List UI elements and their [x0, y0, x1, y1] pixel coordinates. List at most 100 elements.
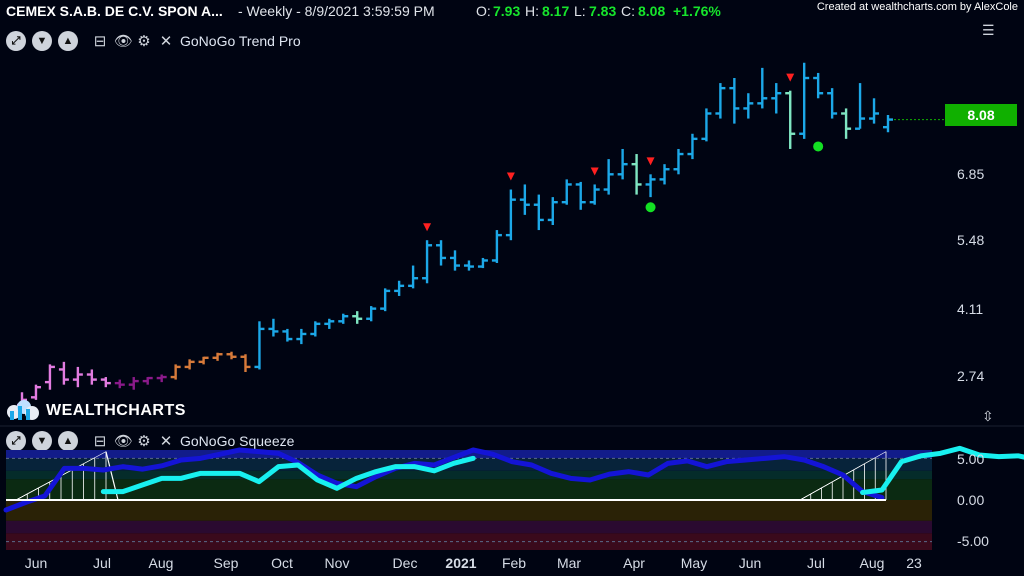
ohlc-bar	[645, 174, 656, 198]
nogo-countertrend-marker	[423, 223, 432, 232]
ohlc-bar	[184, 359, 195, 370]
ohlc-bar	[533, 194, 544, 231]
nogo-countertrend-marker	[646, 157, 655, 166]
ohlc-bar	[254, 321, 265, 370]
y-tick-label: 5.48	[957, 232, 985, 248]
move-down-icon[interactable]: ▼	[32, 31, 52, 51]
trend-indicator-name: GoNoGo Trend Pro	[180, 33, 301, 49]
ohlc-bar	[547, 197, 558, 225]
interval-label: - Weekly - 8/9/2021 3:59:59 PM	[238, 3, 435, 19]
ohlc-bar	[631, 154, 642, 195]
ohlc-bar	[617, 148, 628, 180]
ohlc-bar	[575, 181, 586, 210]
trend-indicator-header: ⤢ ▼ ▲ ⊟ 👁 ⚙ ✕ GoNoGo Trend Pro	[6, 31, 301, 51]
collapse-icon[interactable]: ⊟	[93, 433, 107, 450]
nogo-countertrend-marker	[506, 172, 515, 181]
move-down-icon[interactable]: ▼	[32, 431, 52, 451]
x-tick-label: Jul	[93, 555, 111, 571]
gear-icon[interactable]: ⚙	[137, 433, 151, 450]
x-tick-label: Nov	[324, 555, 350, 571]
ohlc-bar	[310, 321, 321, 337]
eye-icon[interactable]: 👁	[114, 33, 134, 50]
y-tick-label: 4.11	[957, 301, 984, 317]
ohlc-bar	[799, 62, 810, 139]
symbol-name: CEMEX S.A.B. DE C.V. SPON A...	[6, 3, 223, 19]
credit-text: Created at wealthcharts.com by AlexCole	[816, 1, 1018, 13]
oscillator-band	[6, 479, 932, 500]
eye-icon[interactable]: 👁	[114, 433, 134, 450]
low-value: 7.83	[589, 3, 617, 19]
nogo-countertrend-marker	[590, 167, 599, 176]
oscillator-band	[6, 458, 932, 471]
high-value: 8.17	[542, 3, 570, 19]
ohlc-bar	[268, 318, 279, 337]
ohlc-bar	[394, 280, 405, 296]
x-tick-label: Apr	[623, 555, 645, 571]
x-tick-label: Mar	[556, 555, 582, 571]
ohlc-bar	[673, 148, 684, 175]
expand-icon[interactable]: ⤢	[6, 431, 26, 451]
oscillator-line	[860, 445, 1024, 495]
x-tick-label: May	[680, 555, 708, 571]
gear-icon[interactable]: ⚙	[137, 33, 151, 50]
header-bar: CEMEX S.A.B. DE C.V. SPON A... - Weekly …	[0, 0, 1024, 26]
x-tick-label: Jun	[738, 555, 762, 571]
ohlc-bar	[212, 352, 223, 361]
oscillator-band	[6, 470, 932, 480]
panel-menu-icon[interactable]: ☰	[982, 22, 995, 38]
ohlc-bar	[855, 83, 866, 130]
ohlc-bar	[561, 179, 572, 205]
ohlc-bar	[813, 72, 824, 99]
oscillator-band	[6, 500, 932, 521]
close-icon[interactable]: ✕	[159, 433, 173, 450]
ohlc-bar	[324, 318, 335, 329]
ohlc-bar	[366, 306, 377, 322]
x-tick-label: Oct	[271, 555, 293, 571]
ohlc-bar	[491, 230, 502, 264]
logo-text: WEALTHCHARTS	[46, 402, 186, 419]
collapse-icon[interactable]: ⊟	[93, 33, 107, 50]
move-up-icon[interactable]: ▲	[58, 31, 78, 51]
ohlc-bar	[128, 377, 139, 390]
ohlc-bar	[142, 376, 153, 385]
ohlc-bar	[72, 366, 83, 388]
ohlc-bar	[841, 108, 852, 139]
ohlc-bar	[100, 377, 111, 388]
panel-divider-icon[interactable]: ⇳	[982, 408, 994, 424]
high-label: H:	[525, 3, 539, 19]
ohlc-bar	[603, 159, 614, 195]
close-value: 8.08	[638, 3, 666, 19]
close-icon[interactable]: ✕	[159, 33, 173, 50]
x-tick-label: Aug	[148, 555, 174, 571]
ohlc-bar	[380, 288, 391, 312]
go-countertrend-dot	[645, 202, 656, 213]
wealthcharts-logo: WEALTHCHARTS	[6, 398, 186, 424]
x-tick-label: Sep	[213, 555, 239, 571]
osc-y-tick-label: -5.00	[957, 533, 989, 549]
open-label: O:	[476, 3, 491, 19]
ohlc-bar	[86, 369, 97, 385]
ohlc-bar	[198, 356, 209, 365]
squeeze-indicator-name: GoNoGo Squeeze	[180, 433, 295, 449]
x-tick-label: Dec	[392, 555, 418, 571]
x-tick-label: Feb	[501, 555, 527, 571]
ohlc-bar	[44, 364, 55, 390]
ohlc-bar	[477, 257, 488, 269]
ohlc-bar	[869, 98, 880, 124]
ohlc-bar	[240, 354, 251, 372]
ohlc-bar	[463, 260, 474, 271]
x-tick-label: 23	[906, 555, 922, 571]
go-countertrend-dot	[813, 141, 824, 152]
y-tick-label: 2.74	[957, 368, 985, 384]
ohlc-bar	[282, 328, 293, 342]
ohlc-bar	[352, 311, 363, 324]
ohlc-bar	[827, 88, 838, 119]
move-up-icon[interactable]: ▲	[58, 431, 78, 451]
ohlc-bar	[715, 83, 726, 119]
oscillator-band	[6, 520, 932, 534]
ohlc-bar	[883, 115, 893, 133]
expand-icon[interactable]: ⤢	[6, 31, 26, 51]
ohlc-bar	[296, 328, 307, 345]
low-label: L:	[574, 3, 586, 19]
